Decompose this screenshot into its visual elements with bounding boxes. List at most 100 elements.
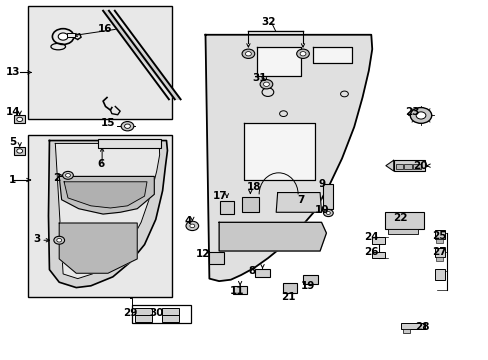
Circle shape: [260, 80, 272, 89]
Circle shape: [17, 117, 22, 122]
Bar: [27, 135, 172, 297]
Text: 8: 8: [248, 266, 255, 276]
Polygon shape: [205, 35, 371, 281]
Bar: [14, 116, 25, 123]
Text: 12: 12: [195, 248, 210, 258]
Circle shape: [323, 210, 332, 217]
Bar: [132, 305, 190, 323]
Text: 28: 28: [414, 322, 429, 332]
Text: 30: 30: [149, 308, 163, 318]
Bar: [435, 239, 442, 243]
Polygon shape: [219, 222, 326, 251]
Bar: [400, 323, 424, 329]
Text: 23: 23: [405, 107, 419, 117]
Text: 3: 3: [34, 234, 41, 244]
Text: 1: 1: [9, 175, 17, 185]
Circle shape: [326, 212, 330, 215]
Bar: [395, 164, 402, 169]
Text: 7: 7: [296, 195, 304, 205]
Text: 21: 21: [281, 292, 295, 302]
Polygon shape: [64, 182, 147, 208]
Bar: [242, 197, 259, 212]
Text: 15: 15: [101, 118, 115, 128]
Circle shape: [17, 149, 22, 153]
Polygon shape: [385, 160, 393, 171]
Polygon shape: [48, 140, 167, 288]
Text: 14: 14: [5, 107, 20, 117]
Bar: [255, 269, 269, 277]
Bar: [303, 275, 317, 284]
Text: 24: 24: [363, 232, 378, 242]
Text: 6: 6: [97, 159, 104, 169]
Bar: [434, 230, 445, 239]
Polygon shape: [244, 123, 315, 180]
Bar: [322, 184, 332, 210]
Text: 16: 16: [98, 24, 113, 35]
Polygon shape: [312, 47, 351, 63]
Text: 25: 25: [431, 231, 446, 240]
Text: 19: 19: [300, 281, 314, 291]
Polygon shape: [55, 143, 159, 279]
Polygon shape: [59, 223, 137, 273]
Text: 20: 20: [412, 161, 427, 171]
Bar: [434, 248, 445, 257]
Bar: [135, 308, 152, 315]
Bar: [371, 252, 384, 258]
Text: 4: 4: [184, 216, 192, 226]
Text: 11: 11: [229, 286, 244, 296]
Text: 17: 17: [212, 191, 227, 201]
Text: 22: 22: [392, 213, 407, 222]
Bar: [393, 160, 425, 171]
Bar: [434, 269, 445, 280]
Bar: [220, 201, 233, 215]
Circle shape: [124, 124, 130, 129]
Text: 31: 31: [251, 73, 266, 83]
Circle shape: [65, 174, 70, 177]
Bar: [282, 283, 297, 293]
Bar: [404, 164, 411, 169]
Text: 13: 13: [6, 67, 20, 77]
Circle shape: [263, 82, 269, 86]
Text: 2: 2: [53, 173, 61, 183]
Polygon shape: [59, 176, 154, 214]
Circle shape: [300, 51, 305, 56]
Polygon shape: [103, 11, 180, 99]
Circle shape: [58, 33, 68, 40]
Circle shape: [242, 49, 254, 58]
Polygon shape: [276, 193, 321, 212]
Polygon shape: [256, 47, 300, 76]
Bar: [412, 164, 420, 169]
Circle shape: [54, 236, 64, 244]
Text: 26: 26: [363, 247, 378, 257]
Circle shape: [409, 108, 431, 123]
Bar: [371, 237, 384, 244]
Text: 9: 9: [318, 179, 325, 189]
Text: 27: 27: [431, 247, 446, 257]
Bar: [402, 329, 409, 333]
Bar: [135, 315, 152, 322]
Text: 18: 18: [246, 182, 261, 192]
Text: 29: 29: [122, 308, 137, 318]
Bar: [232, 286, 247, 294]
Bar: [161, 308, 178, 315]
Circle shape: [121, 122, 134, 131]
Bar: [387, 229, 417, 234]
Bar: [67, 33, 75, 37]
Bar: [14, 147, 25, 155]
Circle shape: [189, 224, 194, 228]
Text: 10: 10: [315, 206, 329, 216]
Bar: [98, 139, 160, 148]
Bar: [435, 257, 442, 261]
Circle shape: [57, 238, 61, 242]
Circle shape: [415, 112, 425, 119]
Circle shape: [62, 171, 73, 179]
Circle shape: [296, 49, 309, 58]
Text: 32: 32: [261, 17, 276, 27]
Text: 5: 5: [9, 138, 17, 147]
Circle shape: [245, 51, 251, 56]
Bar: [209, 252, 224, 264]
Circle shape: [185, 221, 198, 230]
Bar: [161, 315, 178, 322]
Bar: [27, 6, 172, 119]
Bar: [384, 212, 423, 229]
